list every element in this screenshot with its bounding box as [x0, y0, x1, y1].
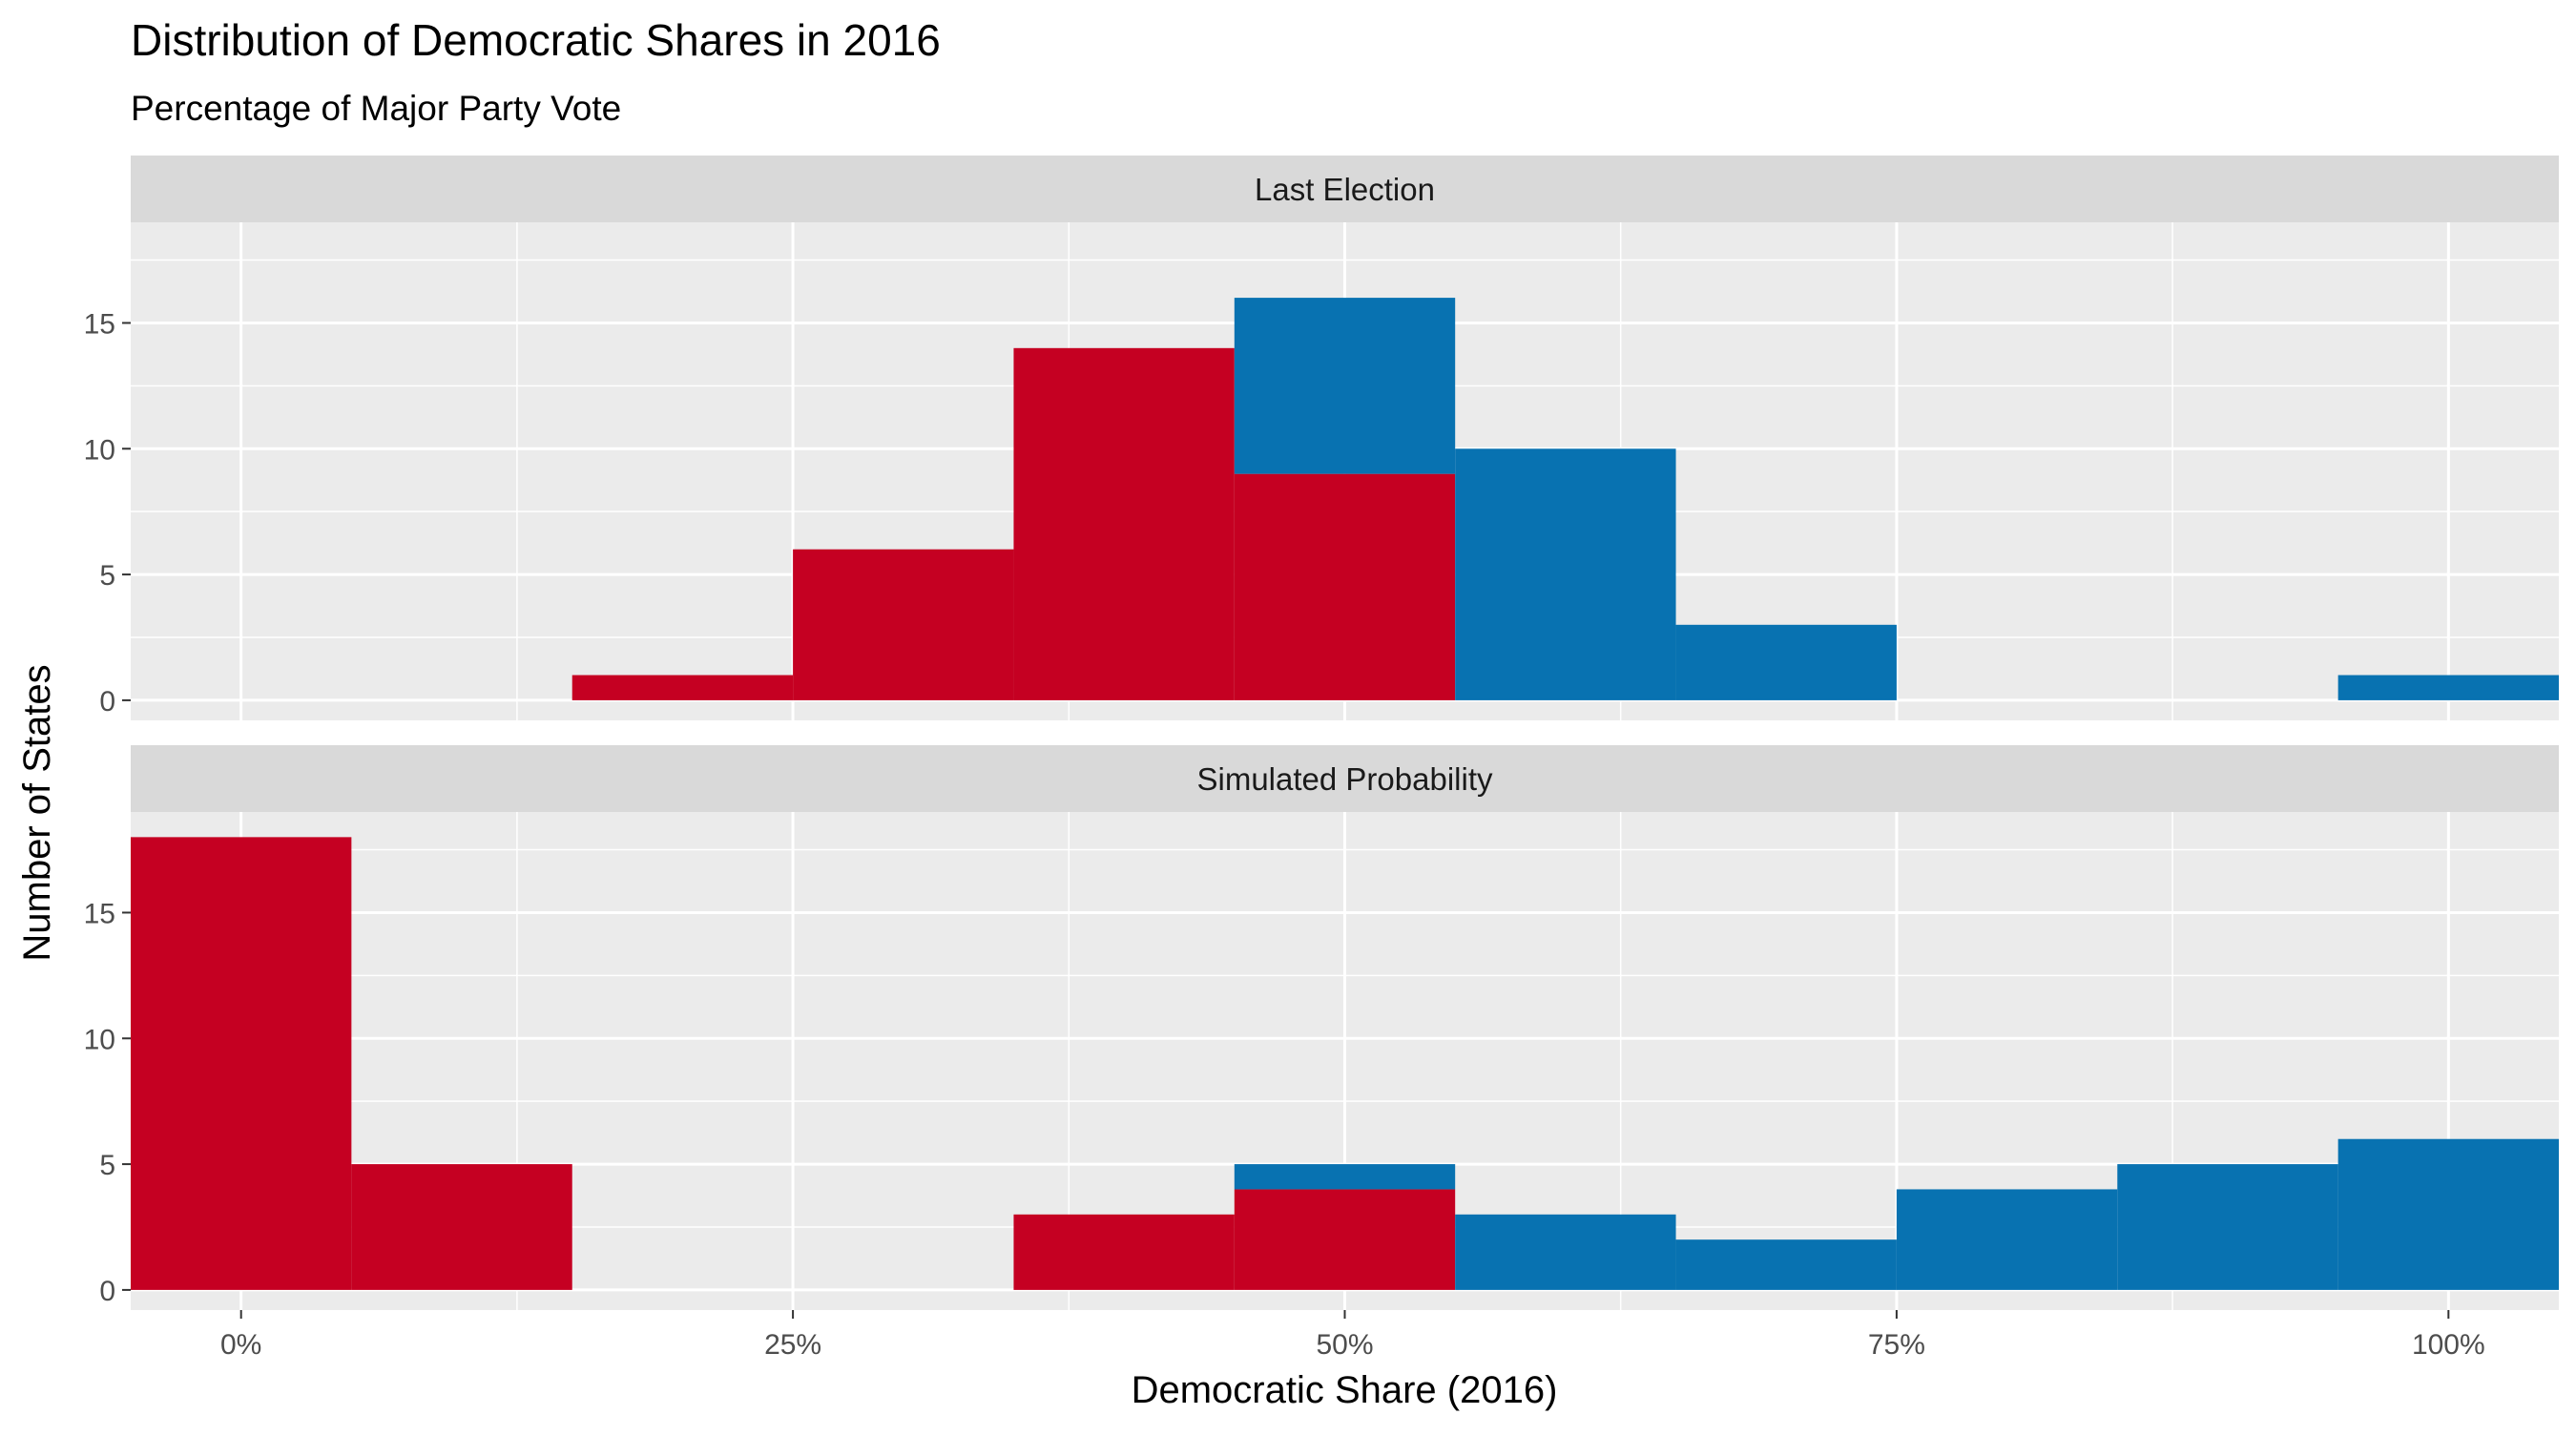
facet-strip [131, 745, 2559, 812]
bar-blue [2337, 675, 2559, 700]
bar-red [131, 837, 352, 1290]
x-tick-label: 25% [764, 1329, 821, 1361]
y-axis-title: Number of States [16, 664, 58, 961]
y-tick-label: 0 [99, 686, 115, 718]
bar-blue [1234, 298, 1456, 474]
facet-strip [131, 156, 2559, 222]
facet-strip-label: Simulated Probability [1197, 761, 1493, 797]
x-tick-label: 50% [1316, 1329, 1373, 1361]
bar-red [793, 549, 1014, 700]
bar-red [1234, 1189, 1456, 1290]
bar-red [1013, 347, 1235, 700]
bar-red [1234, 473, 1456, 700]
chart-title: Distribution of Democratic Shares in 201… [131, 15, 941, 65]
y-tick-label: 10 [84, 1024, 115, 1055]
bar-blue [1234, 1164, 1456, 1190]
y-tick-label: 15 [84, 898, 115, 929]
y-tick-label: 5 [99, 560, 115, 592]
y-tick-label: 5 [99, 1150, 115, 1181]
y-tick-label: 15 [84, 308, 115, 340]
y-tick-label: 10 [84, 434, 115, 466]
bar-blue [1455, 448, 1676, 700]
bar-blue [2337, 1138, 2559, 1290]
bar-red [1013, 1214, 1235, 1290]
bar-red [351, 1164, 572, 1290]
bar-blue [1675, 624, 1897, 700]
bar-blue [2117, 1164, 2338, 1290]
facet-panel: Simulated Probability 0 5 10 15 [84, 745, 2559, 1310]
bar-blue [1896, 1189, 2118, 1290]
facet-panel: Last Election 0 5 10 15 [84, 156, 2559, 720]
y-tick-label: 0 [99, 1276, 115, 1307]
x-axis-title: Democratic Share (2016) [1132, 1369, 1558, 1411]
x-axis: 0% 25% 50% 75% 100% [220, 1310, 2485, 1361]
bar-blue [1455, 1214, 1676, 1290]
x-tick-label: 0% [220, 1329, 261, 1361]
facet-strip-label: Last Election [1255, 172, 1435, 207]
bar-blue [1675, 1239, 1897, 1290]
x-tick-label: 75% [1868, 1329, 1925, 1361]
chart-subtitle: Percentage of Major Party Vote [131, 89, 621, 128]
bar-red [571, 675, 794, 700]
x-tick-label: 100% [2412, 1329, 2485, 1361]
